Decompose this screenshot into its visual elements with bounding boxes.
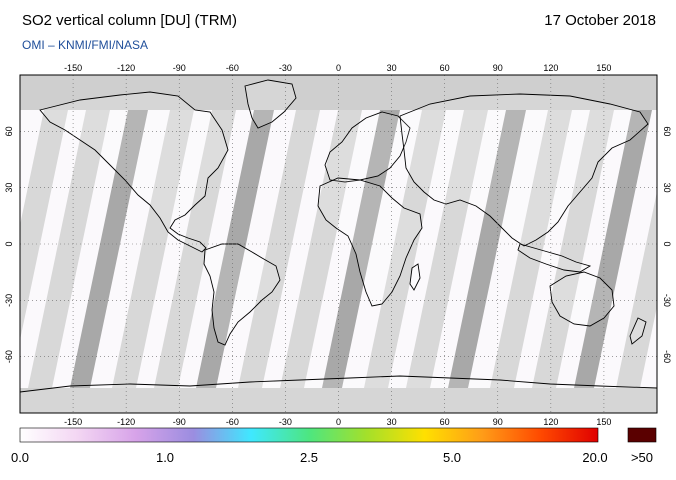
coast-indonesia <box>517 243 592 273</box>
lon-tick-label: -90 <box>173 417 186 427</box>
orbit-swath <box>406 110 488 388</box>
colorbar-label-4: 20.0 <box>582 450 608 465</box>
orbit-swath <box>322 110 400 388</box>
orbit-swath <box>574 110 652 388</box>
lon-tick-label: -120 <box>117 63 135 73</box>
lat-ticks-right: 60 30 0 -30 -60 <box>662 126 672 363</box>
colorbar-label-2: 2.5 <box>299 450 319 465</box>
coast-australia <box>549 271 615 327</box>
coastlines <box>20 79 657 413</box>
lon-tick-label: 0 <box>336 63 341 73</box>
lon-tick-label: 120 <box>543 417 558 427</box>
colorbar-overflow <box>627 427 657 443</box>
lat-tick-label: 60 <box>4 126 14 136</box>
coast-asia <box>399 93 649 247</box>
orbit-swath <box>70 110 148 388</box>
orbit-swath <box>280 110 362 388</box>
lon-ticks-bottom: -150 -120 -90 -60 -30 0 30 60 90 120 150 <box>64 417 611 427</box>
orbit-swaths <box>20 110 676 388</box>
lon-tick-label: 30 <box>387 417 397 427</box>
map-date: 17 October 2018 <box>544 12 656 29</box>
lat-tick-label: 0 <box>662 241 672 246</box>
map-subtitle: OMI – KNMI/FMI/NASA <box>22 38 149 52</box>
colorbar <box>19 427 599 443</box>
lon-tick-label: 150 <box>596 417 611 427</box>
orbit-swath <box>448 110 526 388</box>
coast-madagascar <box>409 263 421 291</box>
lat-tick-label: -30 <box>4 294 14 307</box>
colorbar-label-3: 5.0 <box>442 450 462 465</box>
colorbar-overflow-label: >50 <box>630 450 654 465</box>
lon-tick-label: 60 <box>440 417 450 427</box>
lat-ticks-left: 60 30 0 -30 -60 <box>4 126 14 363</box>
orbit-swath <box>532 110 614 388</box>
orbit-swath <box>238 110 320 388</box>
lon-tick-label: -150 <box>64 63 82 73</box>
lon-tick-label: 90 <box>493 417 503 427</box>
lat-tick-label: -30 <box>662 294 672 307</box>
coast-south-america <box>203 243 281 346</box>
lat-tick-label: 60 <box>662 126 672 136</box>
lat-tick-label: 0 <box>4 241 14 246</box>
colorbar-label-0: 0.0 <box>10 450 30 465</box>
lat-tick-label: -60 <box>4 350 14 363</box>
orbit-swath <box>28 110 110 388</box>
map-title: SO2 vertical column [DU] (TRM) <box>22 12 238 29</box>
coast-europe <box>324 111 411 183</box>
colorbar-label-1: 1.0 <box>155 450 175 465</box>
lon-tick-label: -60 <box>226 63 239 73</box>
map-frame <box>19 74 658 414</box>
lon-tick-label: -30 <box>279 417 292 427</box>
lon-tick-label: 90 <box>493 63 503 73</box>
orbit-swath <box>196 110 274 388</box>
orbit-swath <box>658 110 676 388</box>
lon-tick-label: -150 <box>64 417 82 427</box>
lon-tick-label: -30 <box>279 63 292 73</box>
orbit-swath <box>112 110 194 388</box>
lon-tick-label: 0 <box>336 417 341 427</box>
coast-africa <box>317 177 423 307</box>
lon-tick-label: 120 <box>543 63 558 73</box>
polar-no-data-south <box>20 388 657 413</box>
coast-north-america <box>39 91 229 253</box>
lat-tick-label: 30 <box>4 183 14 193</box>
orbit-swath <box>364 110 446 388</box>
lat-tick-label: 30 <box>662 183 672 193</box>
polar-no-data-north <box>20 75 657 110</box>
lon-tick-label: 30 <box>387 63 397 73</box>
lon-tick-label: -120 <box>117 417 135 427</box>
orbit-swath <box>490 110 572 388</box>
lon-tick-label: 60 <box>440 63 450 73</box>
lon-tick-label: 150 <box>596 63 611 73</box>
lon-tick-label: -60 <box>226 417 239 427</box>
lon-tick-label: -90 <box>173 63 186 73</box>
lon-ticks-top: -150 -120 -90 -60 -30 0 30 60 90 120 150 <box>64 63 611 73</box>
orbit-swath <box>20 110 68 341</box>
graticule <box>20 75 657 413</box>
coast-greenland <box>244 79 297 129</box>
lat-tick-label: -60 <box>662 350 672 363</box>
coast-new-zealand <box>629 317 647 345</box>
orbit-swath <box>616 191 657 388</box>
